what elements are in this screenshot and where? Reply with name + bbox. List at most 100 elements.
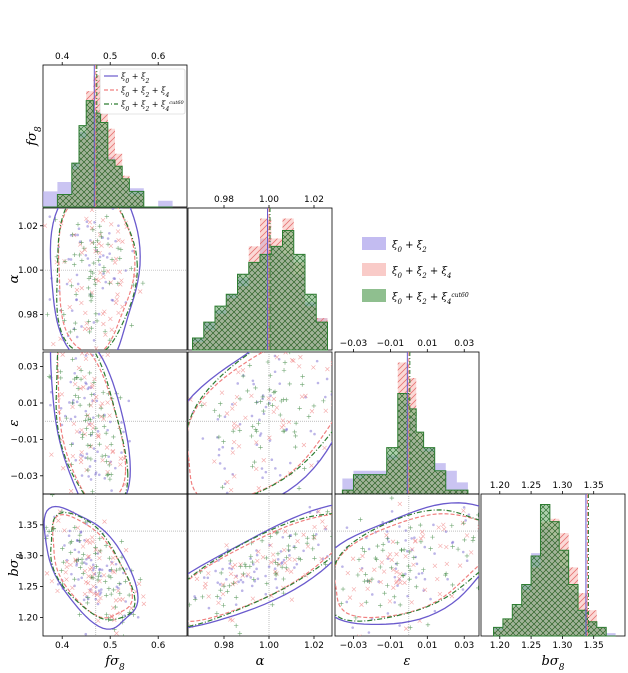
point-series-1 (228, 487, 234, 493)
point-series-2 (325, 509, 330, 514)
point-series-1 (435, 576, 440, 582)
point-series-0 (89, 588, 92, 591)
legend-label-1-a: ξ (392, 266, 398, 277)
point-series-0 (97, 473, 101, 477)
point-series-1 (206, 571, 211, 576)
point-series-1 (345, 497, 349, 501)
point-series-0 (114, 466, 117, 470)
point-series-0 (433, 609, 437, 613)
point-series-0 (94, 473, 97, 476)
point-series-0 (69, 380, 73, 384)
scatter-panel-3-2 (334, 493, 495, 637)
point-series-0 (492, 561, 495, 564)
point-series-2 (330, 534, 332, 539)
point-series-2 (99, 234, 104, 240)
hist-hatch-series-2 (493, 504, 616, 637)
point-series-2 (117, 566, 123, 572)
point-series-2 (81, 571, 86, 576)
left-tick-label: 1.02 (18, 222, 38, 232)
point-series-0 (338, 518, 341, 521)
point-series-1 (394, 569, 399, 575)
point-series-0 (315, 359, 319, 363)
point-series-0 (316, 381, 320, 385)
point-series-2 (88, 298, 94, 303)
point-series-1 (243, 415, 248, 421)
point-series-0 (84, 354, 88, 357)
point-series-0 (293, 566, 296, 569)
point-series-0 (97, 312, 101, 316)
point-series-1 (112, 260, 118, 265)
point-series-0 (255, 400, 259, 404)
point-series-2 (274, 530, 279, 536)
point-series-0 (394, 567, 398, 570)
point-series-2 (304, 541, 310, 546)
point-series-2 (74, 375, 80, 380)
point-series-0 (325, 377, 329, 381)
point-series-1 (64, 577, 69, 582)
point-series-1 (271, 409, 276, 414)
point-series-2 (284, 397, 289, 402)
point-series-1 (303, 393, 308, 399)
point-series-2 (385, 536, 390, 541)
point-series-0 (386, 524, 389, 527)
point-series-1 (89, 225, 95, 231)
point-series-1 (103, 332, 108, 337)
point-series-2 (254, 400, 259, 405)
legend-small-label-2-s1: 0 (125, 106, 129, 113)
point-series-2 (84, 426, 89, 431)
point-series-0 (414, 576, 418, 579)
point-series-0 (108, 569, 111, 572)
point-series-1 (95, 618, 101, 623)
point-series-1 (254, 466, 259, 472)
point-series-0 (273, 370, 277, 374)
point-series-0 (264, 405, 268, 409)
point-series-2 (302, 466, 307, 471)
point-series-1 (212, 459, 217, 464)
point-series-1 (228, 617, 233, 622)
point-series-2 (362, 549, 367, 554)
point-series-1 (350, 556, 356, 561)
point-series-2 (367, 281, 371, 285)
point-series-1 (97, 549, 103, 554)
point-series-1 (232, 562, 238, 568)
point-series-2 (234, 595, 239, 600)
point-series-0 (324, 395, 327, 399)
point-series-1 (309, 409, 315, 414)
point-series-1 (79, 352, 85, 356)
point-series-0 (103, 413, 106, 417)
point-series-0 (302, 549, 305, 553)
top-tick-label: 1.25 (521, 481, 541, 491)
x-axis-label-0: fσ8 (104, 654, 125, 673)
point-series-1 (236, 444, 242, 449)
point-series-1 (74, 287, 80, 293)
point-series-0 (282, 558, 286, 562)
point-series-0 (234, 603, 238, 606)
point-series-1 (365, 586, 370, 592)
point-series-2 (174, 606, 178, 610)
point-series-2 (284, 555, 289, 560)
point-series-2 (364, 600, 369, 605)
point-series-1 (49, 578, 55, 584)
point-series-2 (118, 395, 123, 401)
point-series-1 (70, 453, 76, 459)
point-series-2 (250, 464, 255, 469)
point-series-2 (79, 258, 85, 263)
top-tick-label: −0.01 (377, 339, 405, 349)
point-series-0 (285, 427, 289, 431)
point-series-1 (274, 354, 280, 360)
point-series-2 (221, 439, 226, 444)
point-series-1 (292, 557, 298, 562)
point-series-2 (418, 522, 423, 528)
point-series-0 (216, 581, 220, 584)
point-series-2 (105, 516, 109, 520)
point-series-0 (223, 415, 227, 419)
point-series-1 (438, 543, 443, 549)
point-series-2 (79, 240, 84, 245)
point-series-2 (241, 571, 246, 577)
point-series-1 (110, 448, 116, 454)
point-series-2 (83, 418, 88, 423)
point-series-0 (370, 593, 374, 596)
point-series-0 (223, 467, 226, 470)
point-series-2 (450, 582, 455, 588)
point-series-1 (249, 393, 254, 399)
